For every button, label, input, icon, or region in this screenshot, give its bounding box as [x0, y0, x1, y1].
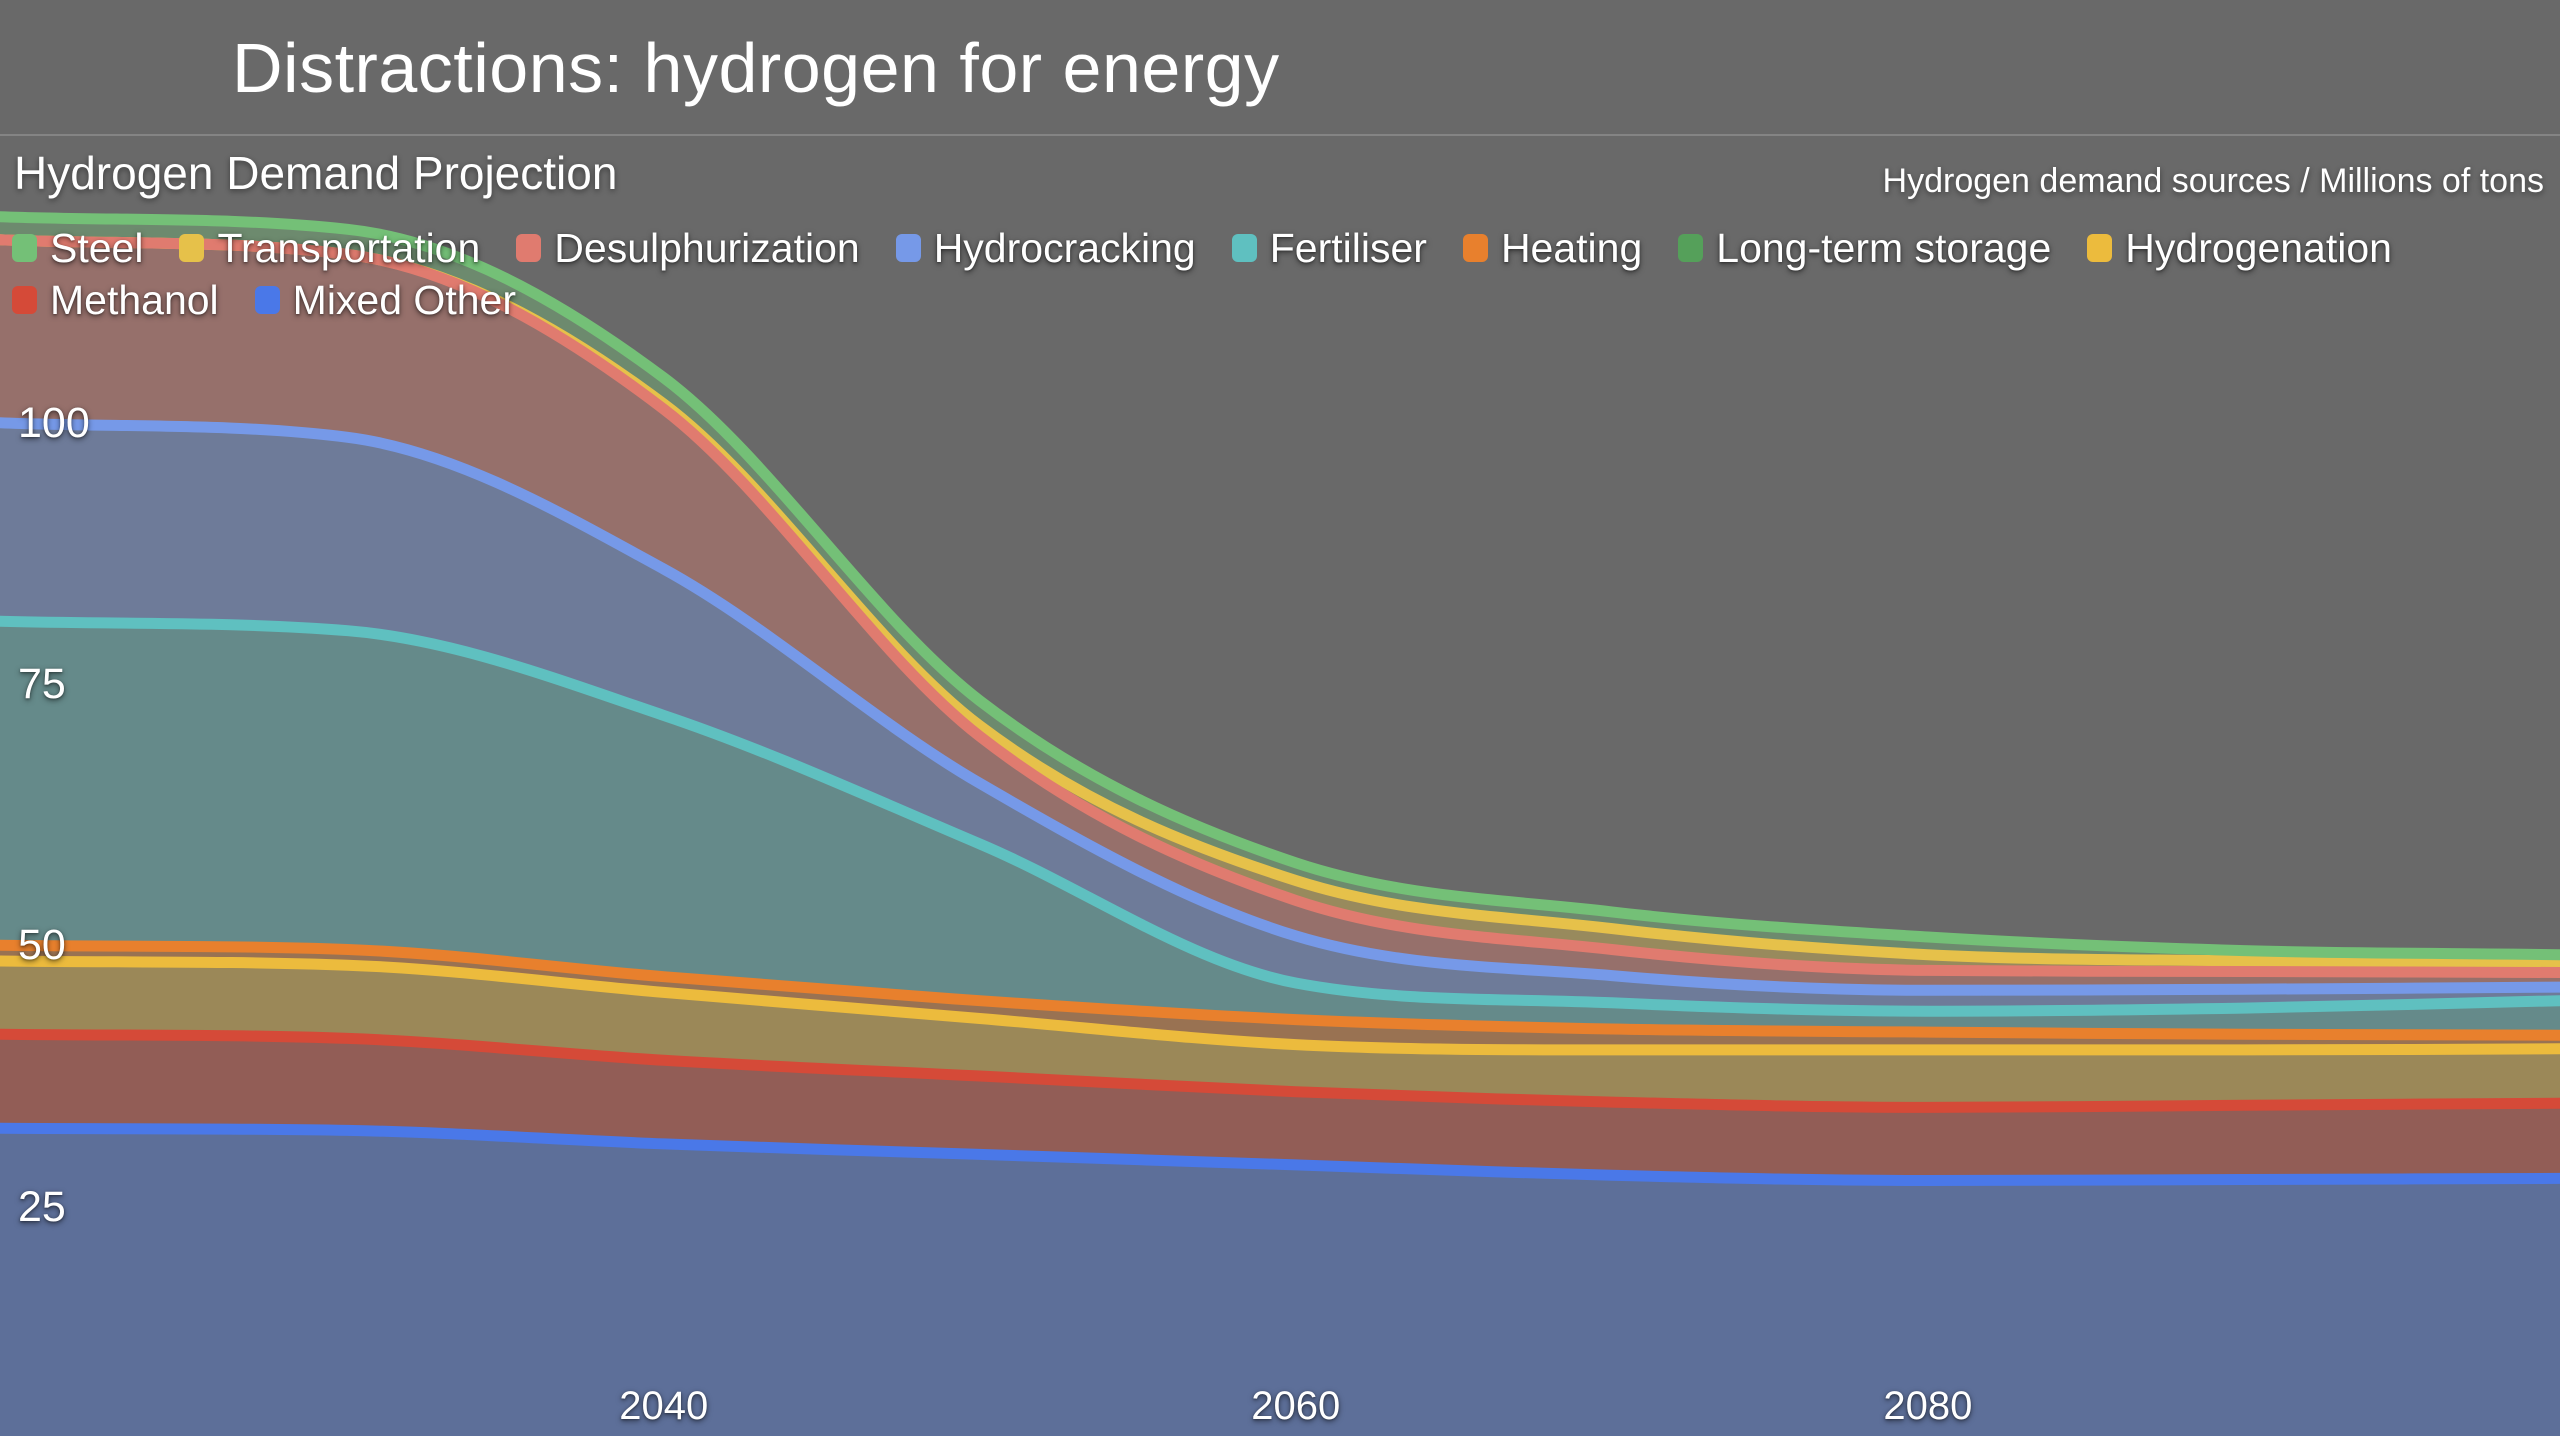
series-line-steel: [0, 211, 2560, 961]
legend-marker-methanol: [12, 286, 37, 314]
legend-marker-fertiliser: [1231, 234, 1257, 262]
legend-marker-hydrocracking: [895, 234, 921, 262]
legend-item-steel[interactable]: Steel: [12, 225, 143, 272]
legend-marker-long-term-storage: [1678, 234, 1704, 262]
series-line-mixed-other: [0, 1122, 2560, 1186]
legend-item-desulphurization[interactable]: Desulphurization: [516, 224, 860, 272]
legend-item-hydrocracking[interactable]: Hydrocracking: [895, 224, 1196, 272]
series-area-methanol: [0, 1034, 2560, 1181]
legend-label: Heating: [1500, 224, 1643, 271]
legend-marker-hydrogenation: [2087, 234, 2113, 262]
chart-title: Hydrogen Demand Projection: [14, 147, 618, 199]
legend-label: Steel: [50, 224, 144, 271]
y-tick-label-100: 100: [18, 398, 90, 447]
legend-label: Methanol: [50, 276, 219, 323]
series-line-desulphurization: [0, 234, 2560, 978]
slide-title: Distractions: hydrogen for energy: [232, 29, 1280, 107]
x-tick-label-2060: 2060: [1251, 1384, 1341, 1428]
legend-item-heating[interactable]: Heating: [1462, 224, 1643, 272]
legend-label: Hydrocracking: [933, 224, 1196, 271]
series-line-heating: [0, 939, 2560, 1041]
x-tick-label-2040: 2040: [619, 1384, 709, 1428]
legend-label: Hydrogenation: [2125, 224, 2392, 271]
y-tick-label-25: 25: [18, 1182, 66, 1231]
y-tick-label-50: 50: [18, 921, 66, 970]
legend-item-fertiliser[interactable]: Fertiliser: [1231, 224, 1427, 272]
legend-label: Long-term storage: [1716, 224, 2052, 271]
y-tick-label-75: 75: [18, 660, 66, 708]
series-area-hydrogenation: [0, 961, 2560, 1108]
legend-label: Mixed Other: [292, 276, 516, 323]
series-line-methanol: [0, 1028, 2560, 1113]
legend-label: Desulphurization: [554, 224, 860, 271]
series-area-fertiliser: [0, 621, 2560, 1036]
series-area-mixed-other: [0, 1128, 2560, 1436]
legend-marker-steel: [12, 234, 37, 262]
x-tick-label-2080: 2080: [1883, 1384, 1973, 1428]
legend-item-methanol[interactable]: Methanol: [12, 277, 219, 324]
legend-marker-transportation: [179, 234, 205, 262]
title-divider: [0, 134, 2560, 136]
legend-item-hydrogenation[interactable]: Hydrogenation: [2087, 225, 2392, 272]
legend-item-mixed-other[interactable]: Mixed Other: [254, 276, 516, 324]
series-line-hydrocracking: [0, 417, 2560, 996]
legend-marker-heating: [1462, 234, 1488, 262]
legend-item-transportation[interactable]: Transportation: [179, 225, 480, 272]
series-area-hydrocracking: [0, 422, 2560, 1012]
chart-axis-unit-label: Hydrogen demand sources / Millions of to…: [1882, 162, 2544, 200]
legend-marker-desulphurization: [516, 234, 542, 262]
chart-legend: Steel Transportation Desulphurization Hydro…: [12, 222, 2552, 326]
series-line-fertiliser: [0, 615, 2560, 1017]
legend-item-long-term-storage[interactable]: Long-term storage: [1678, 225, 2051, 272]
legend-row-1: Steel Transportation Desulphurization Hydro…: [12, 222, 2552, 274]
legend-marker-mixed-other: [254, 286, 280, 314]
legend-row-2: Methanol Mixed Other: [12, 274, 2552, 326]
series-line-hydrogenation: [0, 955, 2560, 1056]
legend-label: Transportation: [217, 224, 481, 271]
series-area-desulphurization: [0, 239, 2560, 991]
legend-label: Fertiliser: [1269, 224, 1427, 271]
